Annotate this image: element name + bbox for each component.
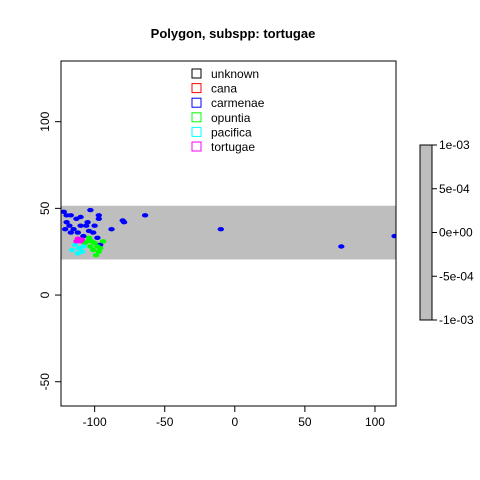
colorbar-tick-label: 0e+00	[439, 226, 473, 240]
x-tick-label: 50	[298, 415, 312, 429]
data-point-carmenae	[77, 224, 83, 228]
data-point-carmenae	[90, 230, 96, 234]
legend-label-unknown: unknown	[211, 67, 259, 81]
data-point-carmenae	[66, 224, 72, 228]
legend-swatch-unknown	[192, 69, 201, 78]
legend: unknowncanacarmenaeopuntiapacificatortug…	[192, 67, 265, 154]
data-point-carmenae	[391, 234, 397, 238]
legend-label-opuntia: opuntia	[211, 111, 251, 125]
colorbar: 1e-03 5e-04 0e+00 -5e-04 -1e-03	[420, 138, 474, 327]
data-point-carmenae	[68, 230, 74, 234]
x-axis: -100 -50 0 50 100	[83, 406, 386, 429]
data-point-tortugae	[79, 237, 85, 241]
data-point-pacifica	[80, 244, 86, 248]
chart-title: Polygon, subspp: tortugae	[151, 26, 316, 41]
legend-label-tortugae: tortugae	[211, 140, 255, 154]
x-tick-label: 0	[231, 415, 238, 429]
data-point-carmenae	[91, 224, 97, 228]
colorbar-tick-label: 5e-04	[439, 182, 470, 196]
data-point-opuntia	[93, 253, 99, 257]
legend-swatch-tortugae	[192, 142, 201, 151]
y-tick-label: 0	[38, 291, 52, 298]
data-point-carmenae	[121, 220, 127, 224]
y-tick-label: 50	[38, 201, 52, 215]
data-point-carmenae	[108, 227, 114, 231]
x-tick-label: -100	[83, 415, 107, 429]
data-point-carmenae	[94, 236, 100, 240]
data-point-opuntia	[87, 244, 93, 248]
y-tick-label: 100	[38, 111, 52, 131]
x-tick-label: 100	[365, 415, 385, 429]
data-point-carmenae	[87, 208, 93, 212]
y-tick-label: -50	[38, 373, 52, 391]
legend-label-pacifica: pacifica	[211, 125, 252, 139]
colorbar-tick-label: -5e-04	[439, 269, 474, 283]
colorbar-tick-label: -1e-03	[439, 313, 474, 327]
legend-swatch-opuntia	[192, 113, 201, 122]
colorbar-bar	[420, 145, 432, 320]
data-point-opuntia	[100, 239, 106, 243]
data-point-carmenae	[62, 227, 68, 231]
x-tick-label: -50	[156, 415, 174, 429]
data-point-carmenae	[77, 215, 83, 219]
legend-label-carmenae: carmenae	[211, 96, 265, 110]
data-point-carmenae	[218, 227, 224, 231]
data-point-carmenae	[96, 217, 102, 221]
data-point-pacifica	[75, 251, 81, 255]
legend-swatch-pacifica	[192, 127, 201, 136]
data-point-carmenae	[75, 230, 81, 234]
shaded-band	[61, 206, 396, 260]
legend-label-cana: cana	[211, 82, 237, 96]
legend-swatch-cana	[192, 84, 201, 93]
y-axis: -50 0 50 100	[38, 111, 61, 390]
data-point-carmenae	[142, 213, 148, 217]
data-point-carmenae	[338, 244, 344, 248]
data-point-carmenae	[68, 213, 74, 217]
data-point-pacifica	[69, 248, 75, 252]
colorbar-tick-label: 1e-03	[439, 138, 470, 152]
data-point-opuntia	[97, 246, 103, 250]
data-point-carmenae	[83, 224, 89, 228]
legend-swatch-carmenae	[192, 98, 201, 107]
